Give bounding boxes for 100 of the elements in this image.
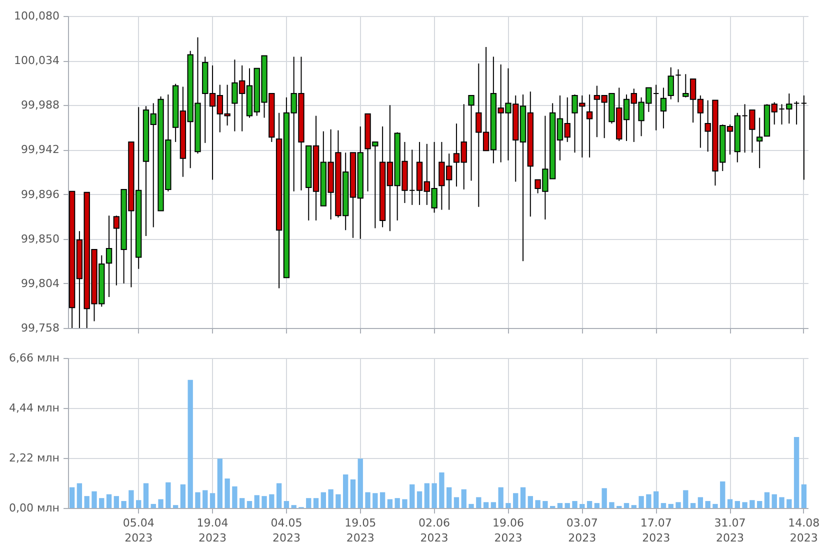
bar [128, 490, 134, 508]
bar [750, 500, 755, 508]
x-tick-label: 31.07 2023 [714, 516, 746, 544]
bar [653, 491, 659, 508]
bar [513, 493, 518, 508]
bar [786, 499, 792, 508]
bar [121, 501, 126, 508]
bar [328, 489, 334, 508]
bar [734, 501, 740, 508]
bar [143, 483, 149, 508]
bar [609, 502, 614, 508]
bar [365, 492, 370, 508]
bar [557, 503, 563, 508]
bar [586, 501, 592, 508]
bar [202, 490, 208, 508]
bar [210, 493, 216, 508]
bar [676, 502, 681, 508]
y-tick-label: 2,22 млн [8, 452, 60, 464]
bar [416, 491, 422, 508]
bar [254, 495, 260, 508]
bar [564, 503, 570, 508]
bar [520, 487, 526, 508]
bar [136, 500, 142, 508]
bar [756, 501, 762, 508]
bar [727, 499, 733, 508]
bar [712, 504, 718, 508]
x-tick-label: 03.07 2023 [566, 516, 598, 544]
bar [387, 499, 393, 508]
bar [69, 487, 75, 508]
y-tick-label: 99,758 [21, 322, 60, 334]
bar [528, 496, 533, 508]
candlestick [586, 94, 593, 158]
bar [380, 492, 386, 508]
bar [624, 503, 630, 508]
y-tick-label: 99,804 [21, 276, 60, 290]
bar [476, 497, 482, 508]
bar [84, 496, 90, 508]
bar [232, 486, 238, 508]
y-tick-label: 99,988 [21, 98, 60, 112]
bar [350, 479, 356, 508]
bar [690, 503, 696, 508]
bar [490, 502, 496, 508]
y-tick-label: 6,66 млн [8, 352, 60, 364]
x-tick-label: 05.04 2023 [122, 516, 154, 544]
bar [483, 502, 489, 508]
bar [246, 501, 252, 508]
bar [594, 503, 600, 508]
candlestick [668, 66, 674, 100]
bar [92, 491, 97, 508]
bar [638, 496, 644, 508]
bar [313, 498, 319, 508]
bar [358, 458, 363, 508]
bar [794, 437, 800, 508]
bar [424, 483, 430, 508]
y-tick-label: 4,44 млн [8, 402, 60, 414]
x-tick-label: 19.06 2023 [492, 516, 524, 544]
bar [276, 483, 282, 508]
bar [402, 499, 408, 508]
bar [698, 497, 704, 508]
bar [772, 494, 777, 508]
candlestick [660, 87, 667, 129]
bar [506, 503, 511, 508]
bar [394, 498, 400, 508]
candlestick [793, 100, 800, 126]
bar [779, 497, 784, 508]
bar [343, 474, 348, 508]
x-tick-label: 19.05 2023 [344, 516, 376, 544]
bar [336, 494, 341, 508]
bar [631, 505, 636, 508]
bar [535, 500, 540, 508]
candlestick [800, 94, 808, 180]
bar [372, 493, 378, 508]
bar [240, 498, 245, 508]
candlestick [468, 94, 474, 182]
bar [580, 504, 585, 508]
bar [262, 496, 267, 508]
bar [432, 483, 437, 508]
y-tick-label: 0,00 млн [8, 502, 60, 514]
bar [269, 494, 274, 508]
bar [683, 490, 688, 508]
bar [742, 502, 748, 508]
x-tick-label: 04.05 2023 [270, 516, 302, 544]
bar [106, 494, 112, 508]
bar [158, 499, 164, 508]
y-tick-label: 100,080 [14, 10, 60, 22]
y-tick-label: 99,942 [21, 143, 60, 156]
bar [291, 505, 296, 508]
bar [764, 492, 770, 508]
bar [180, 484, 186, 508]
bar [454, 497, 460, 508]
bar [446, 487, 452, 508]
bar [410, 484, 415, 508]
x-tick-label: 17.07 2023 [640, 516, 672, 544]
bar [166, 482, 171, 508]
bar [660, 503, 666, 508]
bar [217, 458, 223, 508]
bar [114, 496, 120, 508]
bar [284, 501, 290, 508]
bar [150, 504, 156, 508]
bar [99, 498, 104, 508]
